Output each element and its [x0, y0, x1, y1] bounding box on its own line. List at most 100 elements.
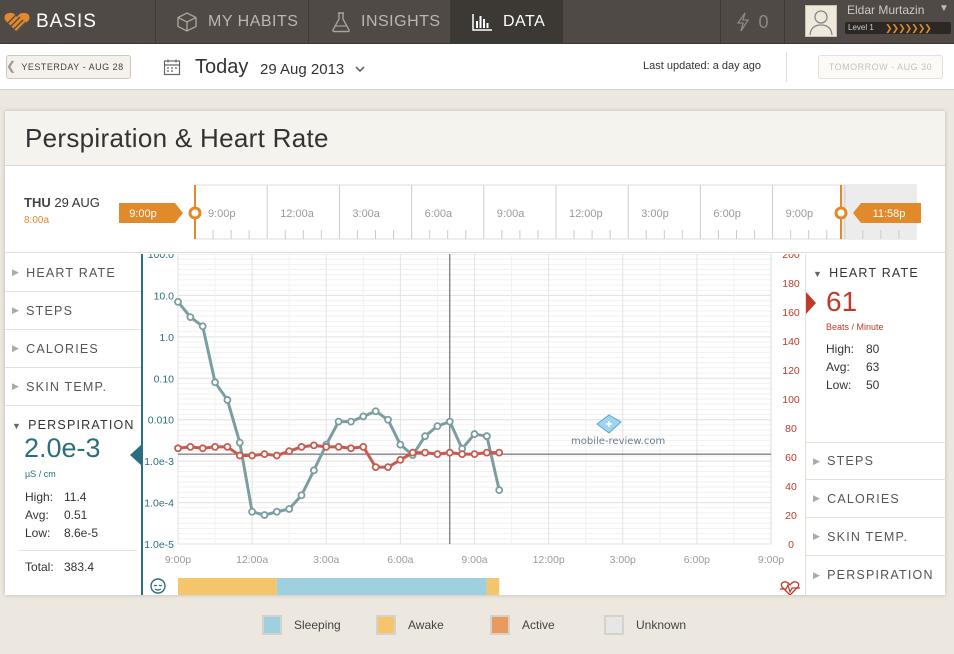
- activity-band-segment[interactable]: [178, 578, 277, 595]
- legend-label: Awake: [408, 618, 444, 632]
- data-point[interactable]: [347, 444, 355, 453]
- data-point[interactable]: [198, 444, 207, 453]
- sleep-face-features: [153, 584, 163, 591]
- menu-label: PERSPIRATION: [827, 568, 934, 582]
- data-point[interactable]: [174, 444, 182, 453]
- x-tick-label: 6:00a: [387, 554, 413, 566]
- data-point[interactable]: [482, 448, 491, 457]
- data-point[interactable]: [408, 448, 417, 457]
- data-point[interactable]: [248, 507, 257, 516]
- y-right-tick-label: 40: [785, 481, 797, 493]
- data-point[interactable]: [433, 422, 442, 431]
- data-point[interactable]: [309, 466, 318, 475]
- data-point[interactable]: [482, 432, 491, 441]
- current-date[interactable]: 29 Aug 2013: [260, 61, 345, 78]
- data-point[interactable]: [359, 442, 368, 451]
- stat-low: 8.6e-5: [64, 526, 99, 540]
- data-point[interactable]: [186, 313, 195, 321]
- data-point[interactable]: [211, 442, 219, 451]
- left-menu-calories[interactable]: ▶ CALORIES: [5, 330, 141, 368]
- stat-avg: 63: [866, 360, 880, 374]
- data-point[interactable]: [223, 442, 232, 451]
- selected-metric-label: HEART RATE: [829, 266, 919, 280]
- watermark-text: mobile-review.com: [571, 436, 666, 447]
- left-menu-steps[interactable]: ▶ STEPS: [5, 292, 141, 330]
- legend-sleeping: Sleeping: [262, 615, 341, 635]
- timeline-end-handle[interactable]: [834, 206, 848, 220]
- data-point[interactable]: [235, 438, 244, 447]
- user-menu[interactable]: Eldar Murtazin ▼ Level 1 ❯❯❯❯❯❯❯: [784, 0, 954, 44]
- data-point[interactable]: [470, 430, 479, 438]
- chevron-down-icon[interactable]: [355, 65, 365, 73]
- data-point[interactable]: [421, 432, 429, 441]
- data-point[interactable]: [371, 407, 380, 416]
- data-point[interactable]: [285, 505, 294, 513]
- activity-band-segment[interactable]: [486, 578, 500, 595]
- data-point[interactable]: [211, 378, 219, 387]
- tab-data[interactable]: DATA: [450, 0, 563, 44]
- energy-points[interactable]: 0: [720, 0, 784, 44]
- tomorrow-button[interactable]: TOMORROW - AUG 30: [818, 55, 943, 79]
- data-point[interactable]: [260, 511, 269, 519]
- right-selected-metric[interactable]: ▼ HEART RATE 61 Beats / Minute High: 80 Av…: [806, 254, 946, 442]
- right-menu-perspiration[interactable]: ▶ PERSPIRATION: [806, 556, 946, 594]
- timeline-start-handle[interactable]: [188, 206, 202, 220]
- data-point[interactable]: [384, 415, 392, 424]
- right-menu-steps[interactable]: ▶ STEPS: [806, 442, 946, 480]
- left-menu-skin-temp[interactable]: ▶ SKIN TEMP.: [5, 368, 141, 406]
- start-time-flag[interactable]: [119, 203, 183, 223]
- data-point[interactable]: [371, 463, 380, 472]
- tab-insights[interactable]: INSIGHTS: [308, 0, 450, 44]
- tab-my-habits[interactable]: MY HABITS: [155, 0, 308, 44]
- data-point[interactable]: [421, 448, 429, 457]
- data-point[interactable]: [322, 442, 331, 451]
- end-time-flag[interactable]: [853, 203, 921, 223]
- data-point[interactable]: [495, 448, 504, 457]
- data-point[interactable]: [297, 491, 306, 500]
- data-point[interactable]: [285, 447, 294, 456]
- chevron-down-icon[interactable]: ▼: [939, 3, 949, 14]
- data-point[interactable]: [495, 486, 504, 495]
- today-label: Today: [195, 56, 249, 78]
- activity-band-segment[interactable]: [276, 578, 487, 595]
- left-menu-heart-rate[interactable]: ▶ HEART RATE: [5, 254, 141, 292]
- sleep-face-outline: [150, 578, 166, 594]
- basis-logo[interactable]: BASIS: [4, 8, 97, 36]
- data-point[interactable]: [384, 463, 392, 472]
- data-point[interactable]: [309, 441, 318, 450]
- data-point[interactable]: [359, 412, 368, 421]
- divider: [786, 52, 787, 82]
- data-point[interactable]: [396, 440, 405, 449]
- data-point[interactable]: [260, 450, 269, 459]
- data-point[interactable]: [334, 417, 343, 426]
- data-point[interactable]: [445, 448, 454, 457]
- data-point[interactable]: [272, 451, 281, 460]
- data-point[interactable]: [235, 451, 244, 460]
- data-point[interactable]: [347, 417, 355, 426]
- data-point[interactable]: [186, 442, 195, 451]
- data-point[interactable]: [470, 450, 479, 459]
- timeline-svg[interactable]: 9:00p 12:00a 3:00a 6:00a 9:00a 12:00p 3:00p 6:0…: [5, 167, 945, 253]
- date-bar: ❮ YESTERDAY - AUG 28 Today 29 Aug 2013 L…: [0, 44, 954, 90]
- data-point[interactable]: [198, 322, 207, 331]
- stripes-logo-icon: [4, 12, 30, 33]
- data-point[interactable]: [445, 417, 454, 426]
- timeline-day: THU 29 AUG: [24, 195, 100, 210]
- yesterday-button[interactable]: ❮ YESTERDAY - AUG 28: [6, 55, 131, 79]
- data-point[interactable]: [248, 451, 257, 460]
- right-menu-calories[interactable]: ▶ CALORIES: [806, 480, 946, 518]
- data-point[interactable]: [396, 455, 405, 464]
- data-point[interactable]: [223, 396, 232, 404]
- data-point[interactable]: [334, 442, 343, 451]
- perspiration-heart-chart[interactable]: 100.0 10.0 1.0 0.10 0.010 1.0e-3 1.0e-4 1.0e-5 2…: [141, 254, 805, 595]
- data-point[interactable]: [174, 297, 182, 306]
- data-point[interactable]: [272, 507, 281, 516]
- logo-text: BASIS: [36, 11, 97, 32]
- data-point[interactable]: [433, 450, 442, 459]
- data-point[interactable]: [297, 442, 306, 451]
- data-point[interactable]: [458, 450, 467, 459]
- right-menu-skin-temp[interactable]: ▶ SKIN TEMP.: [806, 518, 946, 556]
- calendar-icon[interactable]: [163, 58, 181, 76]
- avatar[interactable]: [805, 5, 837, 37]
- left-selected-metric[interactable]: ▼ PERSPIRATION 2.0e-3 µS / cm High: 11.4 A…: [5, 406, 142, 595]
